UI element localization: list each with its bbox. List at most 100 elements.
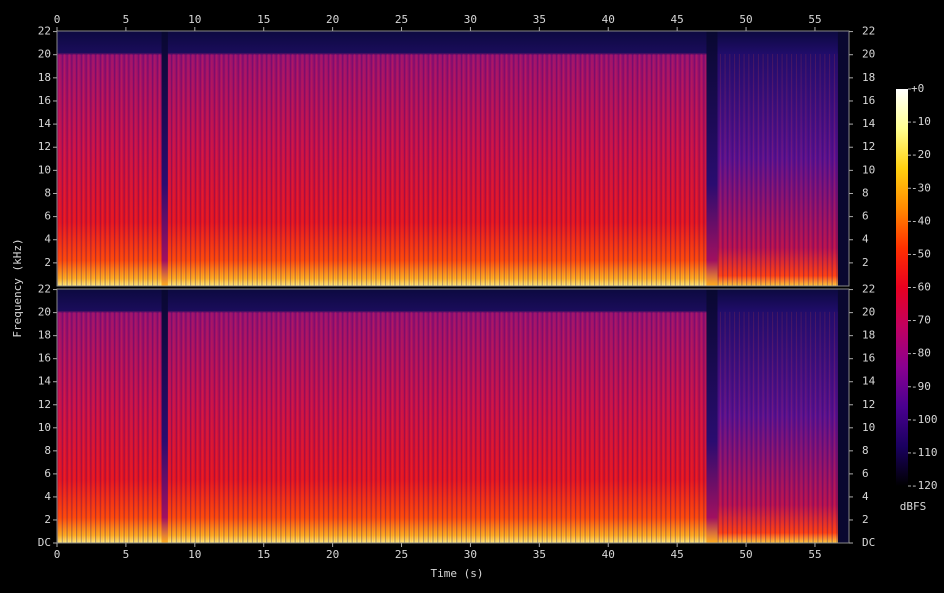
x-tick-label: 0 (54, 548, 61, 561)
x-tick-label: 10 (188, 548, 201, 561)
y-tick-label: 18 (862, 329, 875, 342)
spectrum-texture (717, 53, 838, 286)
x-tick-label: 35 (533, 13, 546, 26)
colorbar-tick-label: -110 (911, 446, 938, 459)
y-tick-label: 14 (38, 375, 52, 388)
y-axis-label: Frequency (kHz) (11, 238, 24, 337)
colorbar (896, 89, 908, 486)
y-tick-label: 22 (862, 283, 875, 296)
y-tick-label: DC (38, 536, 51, 549)
colorbar-tick-label: -40 (911, 214, 931, 227)
x-tick-label: 40 (602, 548, 615, 561)
colorbar-tick-label: -10 (911, 115, 931, 128)
x-tick-label: 30 (464, 548, 477, 561)
x-tick-label: 5 (123, 13, 130, 26)
x-tick-label: 25 (395, 13, 408, 26)
y-tick-label: 2 (44, 513, 51, 526)
panel-frame (56, 288, 850, 544)
y-tick-label: 18 (38, 71, 51, 84)
y-tick-label: 2 (862, 513, 869, 526)
x-tick-label: 50 (739, 548, 752, 561)
y-tick-label: 20 (38, 306, 51, 319)
x-tick-label: 20 (326, 548, 339, 561)
colorbar-tick-label: -70 (911, 314, 931, 327)
y-tick-label: 14 (38, 117, 52, 130)
y-tick-label: 4 (862, 490, 869, 503)
silence-band (706, 31, 718, 286)
colorbar-tick-label: -20 (911, 148, 931, 161)
y-tick-label: 18 (38, 329, 51, 342)
y-tick-label: 10 (862, 421, 875, 434)
x-tick-label: 30 (464, 13, 477, 26)
y-tick-label: 12 (38, 140, 51, 153)
x-tick-label: 5 (123, 548, 130, 561)
panel-frame (56, 30, 850, 287)
y-tick-label: 6 (862, 210, 869, 223)
x-tick-label: 45 (671, 13, 684, 26)
y-tick-label: 4 (44, 490, 51, 503)
y-tick-label: 4 (862, 233, 869, 246)
y-tick-label: 8 (44, 186, 51, 199)
y-tick-label: 6 (44, 467, 51, 480)
y-tick-label: 12 (862, 398, 875, 411)
y-tick-label: 10 (38, 421, 51, 434)
y-tick-label: 16 (862, 352, 875, 365)
y-tick-label: 6 (44, 210, 51, 223)
colorbar-tick-label: +0 (911, 82, 924, 95)
spectrogram-image (57, 31, 849, 286)
spectrum-texture (717, 311, 838, 543)
y-tick-label: 12 (862, 140, 875, 153)
y-tick-label: 16 (38, 94, 51, 107)
silence-band (161, 31, 168, 286)
y-tick-label: 14 (862, 117, 876, 130)
x-tick-label: 45 (671, 548, 684, 561)
y-tick-label: 2 (862, 256, 869, 269)
colorbar-tick-label: -60 (911, 281, 931, 294)
y-tick-label: 20 (862, 48, 875, 61)
y-tick-label: 10 (862, 163, 875, 176)
y-tick-label: 6 (862, 467, 869, 480)
y-tick-label: 14 (862, 375, 876, 388)
y-tick-label: 22 (38, 283, 51, 296)
y-tick-label: 8 (44, 444, 51, 457)
colorbar-tick-label: -90 (911, 380, 931, 393)
y-tick-label: 16 (38, 352, 51, 365)
y-tick-label: 22 (862, 25, 875, 38)
colorbar-label: dBFS (900, 500, 927, 513)
x-tick-label: 55 (808, 13, 821, 26)
colorbar-tick-label: -100 (911, 413, 938, 426)
x-tick-label: 0 (54, 13, 61, 26)
y-tick-label: 2 (44, 256, 51, 269)
y-tick-label: 22 (38, 25, 51, 38)
silence-band (837, 31, 849, 286)
y-tick-label: 8 (862, 186, 869, 199)
x-tick-label: 40 (602, 13, 615, 26)
x-tick-label: 55 (808, 548, 821, 561)
colorbar-tick-label: -50 (911, 247, 931, 260)
y-tick-label: 4 (44, 233, 51, 246)
y-tick-label: 20 (38, 48, 51, 61)
silence-band (161, 289, 168, 543)
y-tick-label: 18 (862, 71, 875, 84)
x-tick-label: 35 (533, 548, 546, 561)
colorbar-tick-label: -120 (911, 479, 938, 492)
x-axis-label: Time (s) (431, 567, 484, 580)
y-tick-label: 16 (862, 94, 875, 107)
x-tick-label: 50 (739, 13, 752, 26)
x-tick-label: 15 (257, 13, 270, 26)
y-tick-label: DC (862, 536, 875, 549)
silence-band (706, 289, 718, 543)
x-tick-label: 25 (395, 548, 408, 561)
colorbar-tick-label: -30 (911, 181, 931, 194)
silence-band (837, 289, 849, 543)
y-tick-label: 12 (38, 398, 51, 411)
y-tick-label: 8 (862, 444, 869, 457)
x-tick-label: 15 (257, 548, 270, 561)
x-tick-label: 10 (188, 13, 201, 26)
colorbar-tick-label: -80 (911, 347, 931, 360)
y-tick-label: 20 (862, 306, 875, 319)
y-tick-label: 10 (38, 163, 51, 176)
spectrogram-image (57, 289, 849, 543)
x-tick-label: 20 (326, 13, 339, 26)
